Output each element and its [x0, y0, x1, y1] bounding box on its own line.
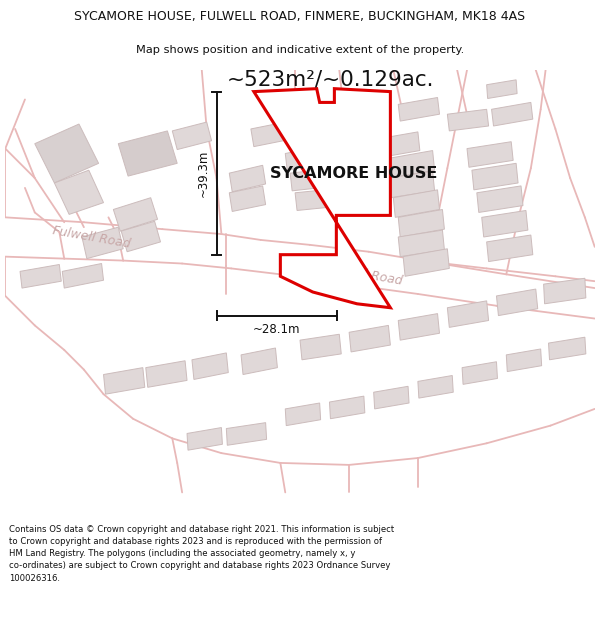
- Polygon shape: [398, 314, 439, 340]
- Polygon shape: [146, 361, 187, 388]
- Polygon shape: [229, 186, 266, 211]
- Polygon shape: [251, 121, 293, 147]
- Polygon shape: [226, 422, 266, 445]
- Polygon shape: [482, 211, 528, 237]
- Polygon shape: [467, 142, 513, 168]
- Polygon shape: [20, 264, 61, 288]
- Polygon shape: [285, 403, 320, 426]
- Polygon shape: [491, 102, 533, 126]
- Polygon shape: [388, 151, 434, 178]
- Polygon shape: [506, 349, 542, 372]
- Polygon shape: [496, 289, 538, 316]
- Polygon shape: [241, 348, 277, 374]
- Polygon shape: [544, 278, 586, 304]
- Polygon shape: [121, 221, 161, 252]
- Polygon shape: [349, 326, 391, 352]
- Polygon shape: [118, 131, 177, 176]
- Polygon shape: [192, 353, 228, 379]
- Polygon shape: [487, 235, 533, 261]
- Polygon shape: [187, 428, 223, 450]
- Text: SYCAMORE HOUSE, FULWELL ROAD, FINMERE, BUCKINGHAM, MK18 4AS: SYCAMORE HOUSE, FULWELL ROAD, FINMERE, B…: [74, 10, 526, 23]
- Polygon shape: [388, 171, 434, 198]
- Polygon shape: [462, 362, 497, 384]
- Polygon shape: [104, 368, 145, 394]
- Polygon shape: [379, 132, 420, 158]
- Text: ~523m²/~0.129ac.: ~523m²/~0.129ac.: [226, 70, 434, 90]
- Polygon shape: [172, 122, 212, 149]
- Polygon shape: [290, 168, 337, 191]
- Text: ~39.3m: ~39.3m: [197, 149, 209, 197]
- Polygon shape: [394, 190, 439, 218]
- Text: Map shows position and indicative extent of the property.: Map shows position and indicative extent…: [136, 46, 464, 56]
- Polygon shape: [295, 188, 346, 211]
- Polygon shape: [398, 98, 439, 121]
- Text: Contains OS data © Crown copyright and database right 2021. This information is : Contains OS data © Crown copyright and d…: [9, 525, 394, 582]
- Polygon shape: [472, 163, 518, 190]
- Polygon shape: [62, 264, 104, 288]
- Polygon shape: [254, 89, 391, 308]
- Text: Fulwell Road: Fulwell Road: [324, 261, 404, 288]
- Polygon shape: [285, 147, 322, 170]
- Polygon shape: [487, 80, 517, 99]
- Polygon shape: [55, 170, 104, 214]
- Polygon shape: [300, 334, 341, 360]
- Polygon shape: [448, 301, 488, 328]
- Polygon shape: [477, 186, 523, 213]
- Polygon shape: [82, 227, 123, 259]
- Text: ~28.1m: ~28.1m: [253, 324, 301, 336]
- Polygon shape: [229, 165, 266, 192]
- Polygon shape: [548, 338, 586, 360]
- Text: SYCAMORE HOUSE: SYCAMORE HOUSE: [271, 166, 438, 181]
- Polygon shape: [398, 230, 445, 257]
- Polygon shape: [398, 209, 445, 237]
- Polygon shape: [448, 109, 488, 131]
- Polygon shape: [113, 198, 158, 231]
- Polygon shape: [35, 124, 98, 183]
- Polygon shape: [374, 386, 409, 409]
- Polygon shape: [403, 249, 449, 276]
- Text: Fulwell Road: Fulwell Road: [52, 224, 132, 250]
- Polygon shape: [418, 376, 453, 398]
- Polygon shape: [329, 396, 365, 419]
